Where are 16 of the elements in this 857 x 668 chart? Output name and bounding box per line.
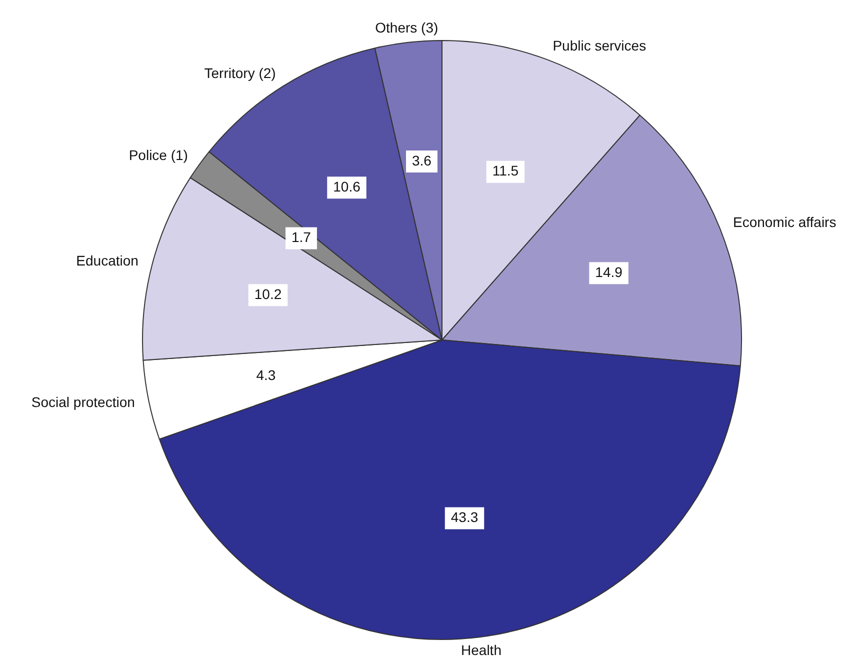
slice-label: Police (1) [128,147,188,164]
data-label: 10.2 [254,286,282,302]
slice-label: Territory (2) [204,65,276,82]
slice-label: Economic affairs [732,214,836,230]
data-label: 1.7 [292,229,312,246]
data-label: 11.5 [492,162,519,179]
data-label: 3.6 [412,152,432,168]
slice-label: Health [461,642,502,658]
data-label: 43.3 [450,509,478,526]
slice-label: Others (3) [375,19,438,36]
data-label: 14.9 [595,264,623,280]
data-label: 4.3 [256,366,276,383]
slice-label: Education [76,252,138,268]
slice-label: Social protection [31,394,135,410]
data-label: 10.6 [333,178,361,194]
slice-label: Public services [552,38,646,54]
